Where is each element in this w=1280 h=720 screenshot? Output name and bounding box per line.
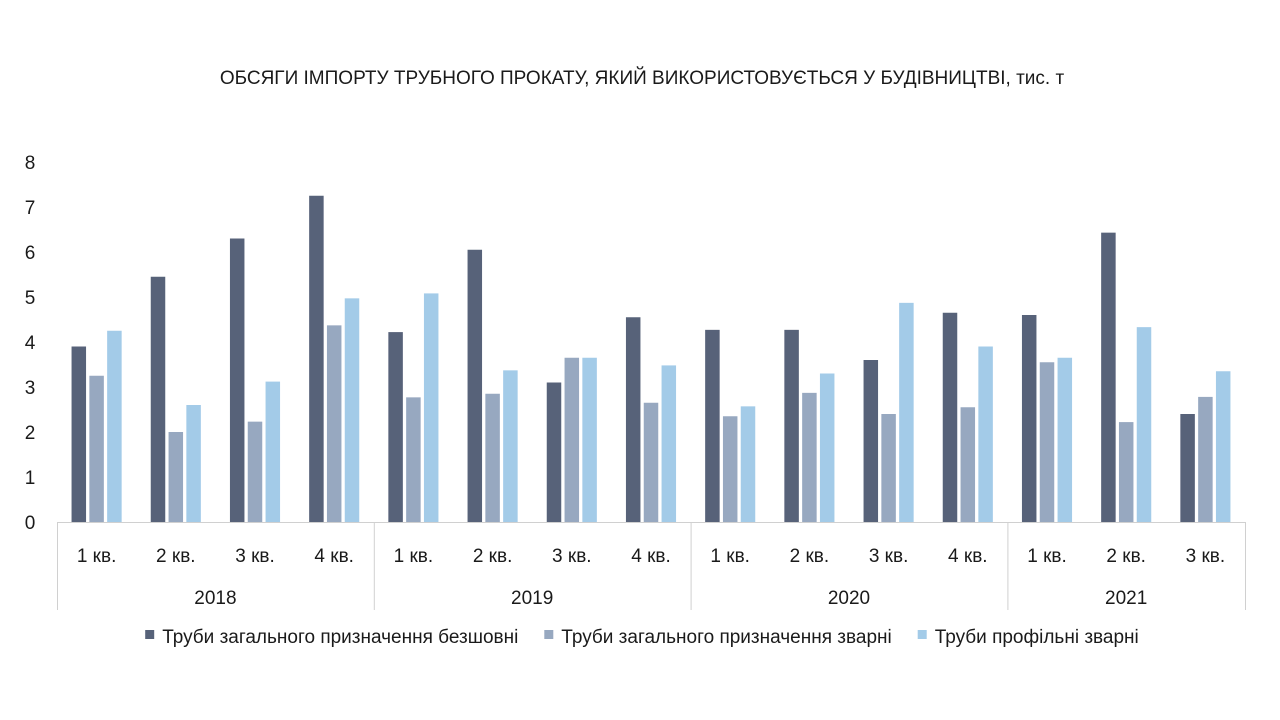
bar <box>150 276 166 522</box>
x-group-label: 2020 <box>828 588 870 609</box>
bar <box>485 393 500 522</box>
bar <box>107 330 122 522</box>
legend-label: Труби профільні зварні <box>935 627 1139 648</box>
bar <box>722 416 738 522</box>
x-axis: 1 кв. 2 кв. 3 кв. 4 кв. 2018 1 кв. 2 кв. 3 кв. 4… <box>57 522 1246 610</box>
bar <box>168 432 184 522</box>
x-tick-label: 3 кв. <box>1186 546 1226 567</box>
bar <box>881 414 896 522</box>
x-tick-label: 4 кв. <box>631 546 671 567</box>
legend: Труби загального призначення безшовні Тру… <box>145 627 1139 648</box>
bar <box>705 329 720 522</box>
x-tick-label: 3 кв. <box>552 546 592 567</box>
legend-swatch <box>544 630 554 639</box>
bar <box>1198 396 1213 522</box>
y-tick-label: 5 <box>25 288 36 309</box>
legend-label: Труби загального призначення безшовні <box>162 627 518 648</box>
bar <box>978 346 993 522</box>
x-tick-label: 1 кв. <box>710 546 750 567</box>
bar <box>326 325 342 522</box>
bar <box>89 375 104 522</box>
x-group-label: 2021 <box>1105 588 1147 609</box>
x-tick-label: 1 кв. <box>1027 546 1067 567</box>
legend-swatch <box>145 630 155 639</box>
bar <box>863 360 879 522</box>
y-tick-label: 1 <box>25 468 36 489</box>
y-axis: 0 1 2 3 4 5 6 7 8 <box>25 153 36 534</box>
bar <box>388 332 403 522</box>
bar <box>1118 422 1134 522</box>
bar <box>784 329 799 522</box>
x-group-label: 2019 <box>511 588 553 609</box>
bars <box>71 195 1231 522</box>
x-tick-label: 3 кв. <box>235 546 275 567</box>
y-tick-label: 8 <box>25 153 36 174</box>
bar <box>1215 371 1231 522</box>
bar <box>1180 414 1195 522</box>
y-tick-label: 3 <box>25 378 36 399</box>
x-tick-label: 4 кв. <box>948 546 988 567</box>
bar <box>344 298 360 522</box>
y-tick-label: 0 <box>25 513 36 534</box>
bar <box>661 365 677 522</box>
x-group-label: 2018 <box>194 588 236 609</box>
bar <box>186 405 201 522</box>
bar <box>819 373 835 522</box>
bar <box>802 392 817 522</box>
x-tick-label: 2 кв. <box>473 546 513 567</box>
bar <box>546 382 562 522</box>
x-tick-label: 4 кв. <box>314 546 354 567</box>
bar <box>265 381 281 522</box>
x-tick-label: 1 кв. <box>77 546 117 567</box>
bar <box>229 238 245 522</box>
x-tick-label: 2 кв. <box>1106 546 1146 567</box>
x-tick-label: 1 кв. <box>394 546 434 567</box>
bar <box>71 346 87 522</box>
bar <box>899 302 914 522</box>
bar <box>1101 232 1116 522</box>
bar <box>582 357 597 522</box>
bar <box>1057 357 1073 522</box>
bar <box>406 397 421 522</box>
bar <box>740 406 756 522</box>
bar <box>1136 327 1152 522</box>
y-tick-label: 2 <box>25 423 36 444</box>
bar <box>503 370 518 522</box>
bar <box>423 293 439 522</box>
bar <box>467 249 483 522</box>
legend-label: Труби загального призначення зварні <box>561 627 891 648</box>
bar <box>309 195 324 522</box>
y-tick-label: 7 <box>25 198 36 219</box>
bar <box>643 402 659 522</box>
y-tick-label: 4 <box>25 333 36 354</box>
x-tick-label: 3 кв. <box>869 546 909 567</box>
bar <box>564 357 580 522</box>
bar <box>942 312 958 522</box>
bar <box>1021 315 1037 522</box>
bar <box>960 407 976 522</box>
legend-swatch <box>917 630 927 639</box>
bar <box>247 421 263 522</box>
x-tick-label: 2 кв. <box>790 546 830 567</box>
y-tick-label: 6 <box>25 243 36 264</box>
bar <box>1039 362 1055 522</box>
chart-title: ОБСЯГИ ІМПОРТУ ТРУБНОГО ПРОКАТУ, ЯКИЙ ВИ… <box>220 67 1065 89</box>
bar <box>625 317 641 522</box>
x-tick-label: 2 кв. <box>156 546 196 567</box>
